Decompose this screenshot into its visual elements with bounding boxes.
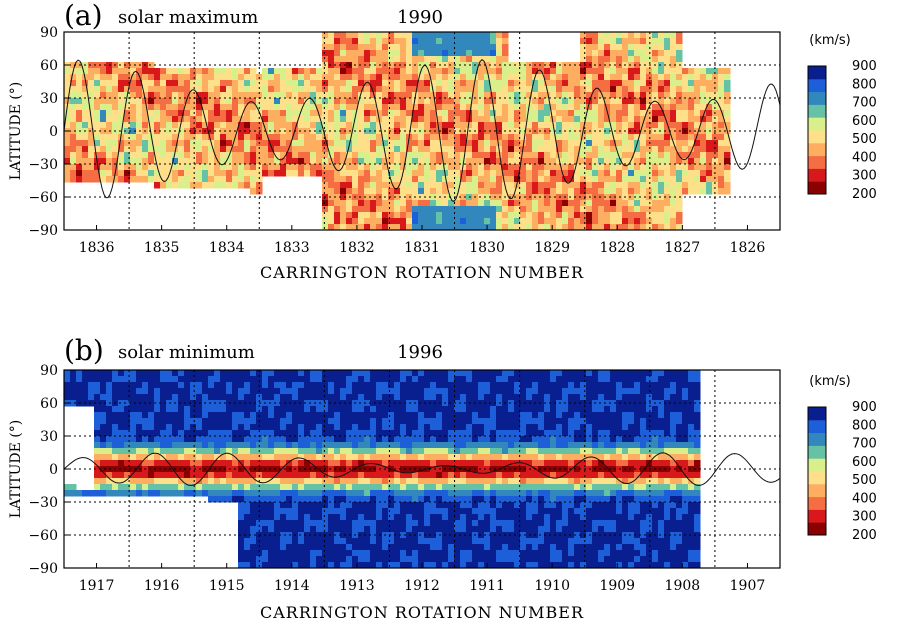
colorbar-segment [808, 471, 826, 485]
colorbar-segment [808, 155, 826, 169]
colorbar-tick-label: 700 [852, 437, 877, 452]
colorbar-segment [808, 168, 826, 182]
y-tick-label: 90 [40, 363, 58, 379]
colorbar-segment [808, 509, 826, 523]
colorbar-tick-label: 800 [852, 77, 877, 92]
colorbar-segment [808, 496, 826, 510]
colorbar-unit: (km/s) [809, 33, 851, 48]
x-tick-label: 1915 [209, 578, 245, 594]
colorbar-tick-label: 300 [852, 510, 877, 525]
colorbar-tick-label: 900 [852, 59, 877, 74]
colorbar-tick-label: 400 [852, 491, 877, 506]
colorbar-segment [808, 66, 826, 80]
colorbar-segment [808, 142, 826, 157]
colorbar-tick-label: 200 [852, 528, 877, 543]
y-tick-label: −30 [28, 157, 58, 173]
x-tick-label: 1907 [730, 578, 766, 594]
y-tick-label: −60 [28, 528, 58, 544]
y-tick-label: −90 [28, 561, 58, 577]
y-tick-label: 90 [40, 25, 58, 41]
grid [64, 370, 780, 568]
colorbar-segment [808, 522, 826, 536]
colorbar-tick-label: 200 [852, 187, 877, 202]
x-tick-label: 1916 [144, 578, 180, 594]
y-tick-label: −90 [28, 223, 58, 239]
x-tick-label: 1914 [274, 578, 310, 594]
x-tick-label: 1910 [534, 578, 570, 594]
colorbar-tick-label: 600 [852, 455, 877, 470]
x-tick-label: 1826 [730, 240, 766, 256]
colorbar-tick-label: 500 [852, 473, 877, 488]
colorbar-segment [808, 458, 826, 472]
y-tick-label: 30 [40, 429, 58, 445]
y-tick-label: 0 [49, 124, 58, 140]
x-tick-label: 1912 [404, 578, 440, 594]
panel-subtitle: solar maximum [118, 7, 258, 28]
velocity-heatmap [64, 32, 731, 230]
x-tick-label: 1909 [599, 578, 635, 594]
colorbar-segment [808, 445, 826, 459]
x-tick-label: 1908 [665, 578, 701, 594]
panel-year: 1990 [397, 7, 443, 28]
colorbar-tick-label: 400 [852, 150, 877, 165]
x-tick-label: 1827 [665, 240, 701, 256]
colorbar-segment [808, 432, 826, 446]
x-tick-label: 1830 [469, 240, 505, 256]
panel-subtitle: solar minimum [118, 342, 255, 363]
colorbar: (km/s)900 800 700 600 500 400 300 200 [807, 33, 877, 202]
colorbar: (km/s)900 800 700 600 500 400 300 200 [807, 374, 877, 543]
colorbar-segment [808, 104, 826, 118]
x-tick-label: 1834 [209, 240, 245, 256]
y-tick-label: −30 [28, 495, 58, 511]
x-tick-label: 1835 [144, 240, 180, 256]
x-axis-label: CARRINGTON ROTATION NUMBER [260, 603, 584, 622]
y-tick-label: 60 [40, 58, 58, 74]
y-tick-label: 30 [40, 91, 58, 107]
grid [64, 32, 780, 230]
colorbar-segment [808, 91, 826, 105]
x-tick-label: 1911 [469, 578, 505, 594]
colorbar-tick-label: 800 [852, 418, 877, 433]
colorbar-tick-label: 500 [852, 132, 877, 147]
colorbar-segment [808, 130, 826, 144]
colorbar-segment [808, 117, 826, 131]
y-tick-label: 0 [49, 462, 58, 478]
x-tick-label: 1829 [534, 240, 570, 256]
x-tick-label: 1828 [599, 240, 635, 256]
colorbar-frame [807, 406, 827, 536]
colorbar-tick-label: 600 [852, 114, 877, 129]
y-tick-label: 60 [40, 396, 58, 412]
x-axis-label: CARRINGTON ROTATION NUMBER [260, 263, 584, 282]
colorbar-segment [808, 78, 826, 93]
current-sheet-line [64, 452, 780, 486]
y-axis-label: LATITUDE (°) [8, 82, 24, 180]
x-tick-label: 1913 [339, 578, 375, 594]
x-tick-label: 1831 [404, 240, 440, 256]
x-tick-label: 1832 [339, 240, 375, 256]
x-tick-label: 1833 [274, 240, 310, 256]
y-tick-label: −60 [28, 190, 58, 206]
colorbar-segment [808, 407, 826, 421]
colorbar-tick-label: 700 [852, 96, 877, 111]
panel-year: 1996 [397, 342, 443, 363]
x-tick-label: 1836 [79, 240, 115, 256]
y-axis-label: LATITUDE (°) [8, 420, 24, 518]
colorbar-frame [807, 65, 827, 195]
colorbar-unit: (km/s) [809, 374, 851, 389]
colorbar-tick-label: 900 [852, 400, 877, 415]
current-sheet-line [64, 59, 780, 202]
colorbar-segment [808, 483, 826, 498]
panel-label: (b) [64, 334, 104, 367]
colorbar-segment [808, 419, 826, 434]
colorbar-segment [808, 181, 826, 195]
colorbar-tick-label: 300 [852, 169, 877, 184]
x-tick-label: 1917 [79, 578, 115, 594]
panel-label: (a) [64, 0, 103, 32]
